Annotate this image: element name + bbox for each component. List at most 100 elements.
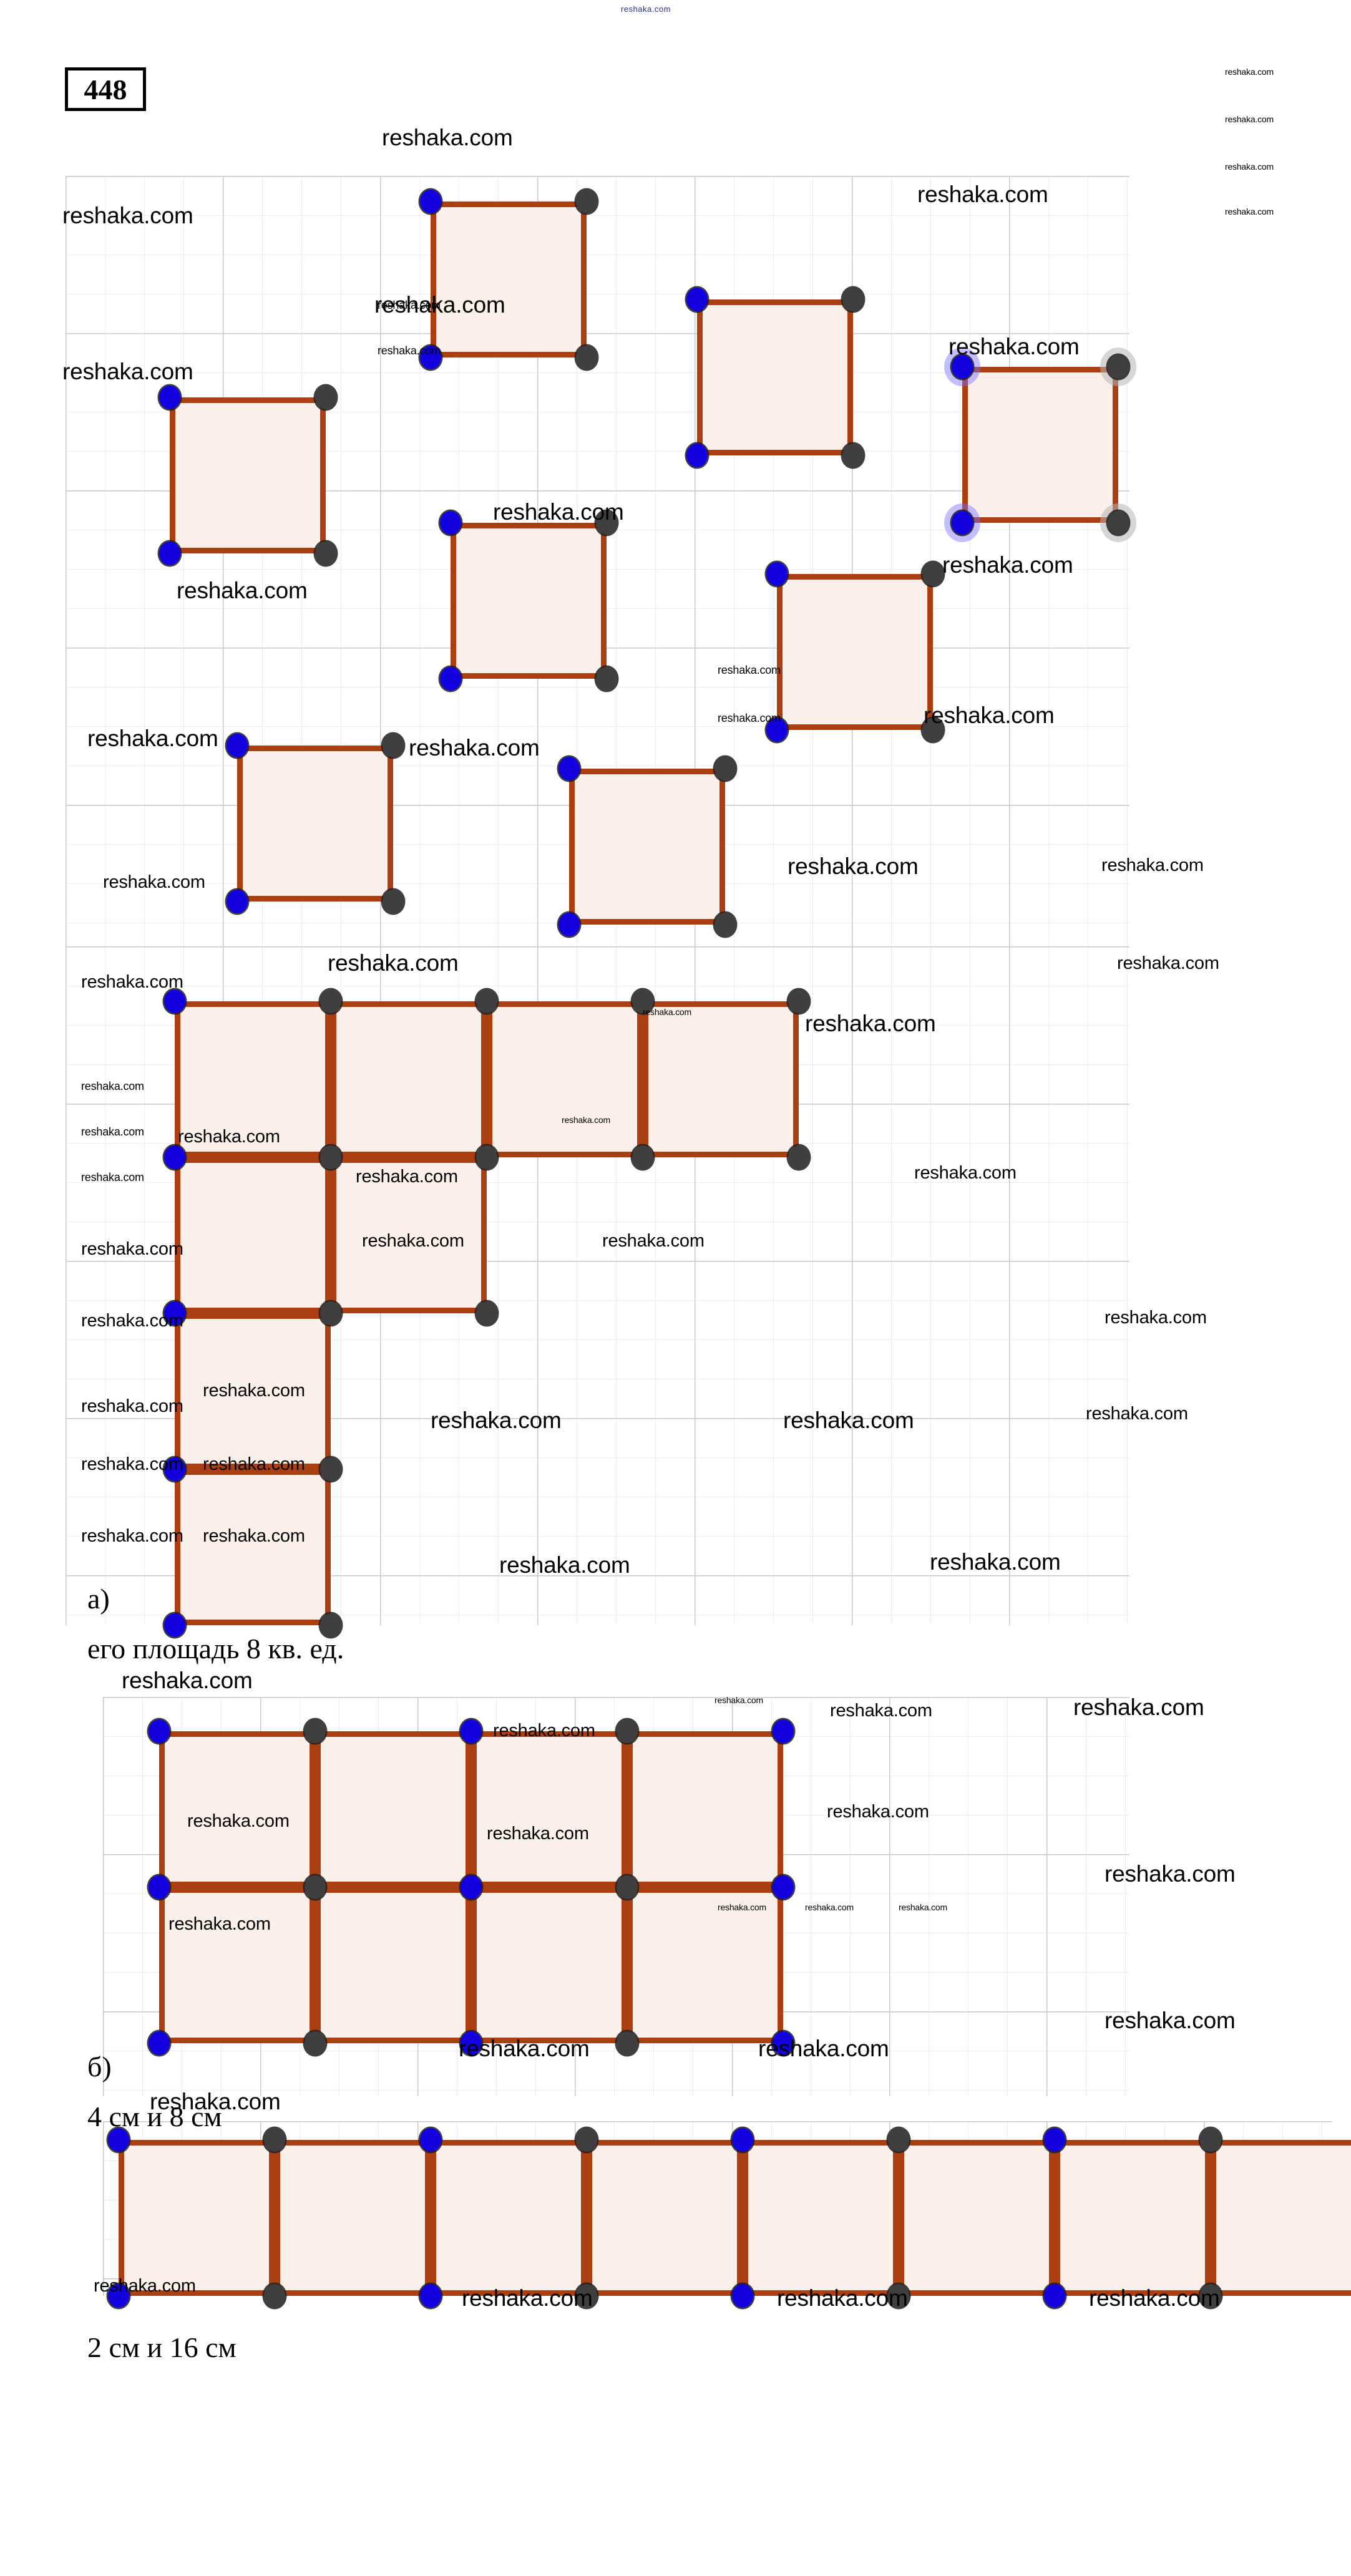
unit-square[interactable] <box>170 397 326 553</box>
vertex-dot-gray[interactable] <box>788 989 809 1013</box>
vertex-dot-blue[interactable] <box>952 355 973 379</box>
unit-square[interactable] <box>451 523 607 679</box>
vertex-dot-blue[interactable] <box>420 190 441 213</box>
vertex-dot-gray[interactable] <box>576 346 597 369</box>
vertex-dot-blue[interactable] <box>159 542 180 565</box>
unit-square[interactable] <box>569 769 725 925</box>
vertex-dot-gray[interactable] <box>476 1301 497 1325</box>
vertex-dot-blue[interactable] <box>227 734 248 757</box>
unit-square[interactable] <box>331 1157 487 1313</box>
vertex-dot-gray[interactable] <box>788 1145 809 1169</box>
vertex-dot-gray[interactable] <box>715 757 736 780</box>
vertex-dot-gray[interactable] <box>632 989 653 1013</box>
vertex-dot-gray[interactable] <box>315 542 336 565</box>
vertex-dot-gray[interactable] <box>320 1145 341 1169</box>
vertex-dot-gray[interactable] <box>715 913 736 936</box>
vertex-dot-blue[interactable] <box>420 2284 441 2308</box>
unit-square[interactable] <box>175 1157 331 1313</box>
vertex-dot-gray[interactable] <box>315 386 336 409</box>
vertex-dot-blue[interactable] <box>164 1613 185 1637</box>
vertex-dot-gray[interactable] <box>617 1719 638 1743</box>
vertex-dot-blue[interactable] <box>440 511 461 535</box>
vertex-dot-gray[interactable] <box>264 2284 285 2308</box>
vertex-dot-blue[interactable] <box>766 718 788 742</box>
vertex-dot-blue[interactable] <box>773 2031 794 2055</box>
vertex-dot-blue[interactable] <box>1044 2128 1065 2152</box>
vertex-dot-blue[interactable] <box>686 444 708 467</box>
vertex-dot-blue[interactable] <box>686 288 708 311</box>
vertex-dot-blue[interactable] <box>149 1875 170 1899</box>
unit-square[interactable] <box>119 2140 275 2296</box>
unit-square[interactable] <box>1055 2140 1211 2296</box>
unit-square[interactable] <box>175 1001 331 1157</box>
vertex-dot-blue[interactable] <box>164 1301 185 1325</box>
vertex-dot-gray[interactable] <box>383 890 404 913</box>
vertex-dot-gray[interactable] <box>888 2128 909 2152</box>
unit-square[interactable] <box>962 367 1118 523</box>
vertex-dot-blue[interactable] <box>164 1457 185 1481</box>
unit-square[interactable] <box>175 1469 331 1625</box>
vertex-dot-blue[interactable] <box>732 2128 753 2152</box>
unit-square[interactable] <box>627 1887 783 2043</box>
vertex-dot-gray[interactable] <box>305 1719 326 1743</box>
vertex-dot-gray[interactable] <box>632 1145 653 1169</box>
vertex-dot-blue[interactable] <box>159 386 180 409</box>
unit-square[interactable] <box>471 1731 627 1887</box>
unit-square[interactable] <box>431 202 587 357</box>
vertex-dot-gray[interactable] <box>264 2128 285 2152</box>
unit-square[interactable] <box>431 2140 587 2296</box>
vertex-dot-gray[interactable] <box>476 1145 497 1169</box>
vertex-dot-gray[interactable] <box>320 1613 341 1637</box>
vertex-dot-blue[interactable] <box>440 667 461 691</box>
vertex-dot-gray[interactable] <box>842 444 864 467</box>
unit-square[interactable] <box>487 1001 643 1157</box>
vertex-dot-blue[interactable] <box>164 1145 185 1169</box>
unit-square[interactable] <box>1211 2140 1351 2296</box>
vertex-dot-blue[interactable] <box>773 1875 794 1899</box>
vertex-dot-gray[interactable] <box>320 1301 341 1325</box>
vertex-dot-blue[interactable] <box>108 2128 129 2152</box>
vertex-dot-blue[interactable] <box>227 890 248 913</box>
unit-square[interactable] <box>237 746 393 902</box>
vertex-dot-gray[interactable] <box>305 2031 326 2055</box>
vertex-dot-blue[interactable] <box>558 757 580 780</box>
vertex-dot-gray[interactable] <box>320 1457 341 1481</box>
vertex-dot-gray[interactable] <box>1200 2284 1221 2308</box>
unit-square[interactable] <box>587 2140 743 2296</box>
vertex-dot-blue[interactable] <box>420 2128 441 2152</box>
vertex-dot-blue[interactable] <box>420 346 441 369</box>
unit-square[interactable] <box>275 2140 431 2296</box>
unit-square[interactable] <box>315 1731 471 1887</box>
vertex-dot-gray[interactable] <box>922 562 944 586</box>
vertex-dot-blue[interactable] <box>558 913 580 936</box>
unit-square[interactable] <box>643 1001 799 1157</box>
vertex-dot-blue[interactable] <box>1044 2284 1065 2308</box>
vertex-dot-gray[interactable] <box>596 667 617 691</box>
unit-square[interactable] <box>777 574 933 730</box>
vertex-dot-gray[interactable] <box>922 718 944 742</box>
unit-square[interactable] <box>331 1001 487 1157</box>
vertex-dot-blue[interactable] <box>766 562 788 586</box>
unit-square[interactable] <box>175 1313 331 1469</box>
vertex-dot-gray[interactable] <box>596 511 617 535</box>
vertex-dot-blue[interactable] <box>461 1719 482 1743</box>
vertex-dot-gray[interactable] <box>383 734 404 757</box>
vertex-dot-gray[interactable] <box>1108 511 1129 535</box>
unit-square[interactable] <box>159 1887 315 2043</box>
unit-square[interactable] <box>743 2140 899 2296</box>
unit-square[interactable] <box>697 299 853 455</box>
vertex-dot-gray[interactable] <box>888 2284 909 2308</box>
vertex-dot-blue[interactable] <box>164 989 185 1013</box>
unit-square[interactable] <box>315 1887 471 2043</box>
vertex-dot-blue[interactable] <box>149 1719 170 1743</box>
vertex-dot-blue[interactable] <box>773 1719 794 1743</box>
vertex-dot-gray[interactable] <box>1200 2128 1221 2152</box>
vertex-dot-blue[interactable] <box>732 2284 753 2308</box>
vertex-dot-blue[interactable] <box>461 2031 482 2055</box>
vertex-dot-gray[interactable] <box>617 1875 638 1899</box>
vertex-dot-gray[interactable] <box>576 2128 597 2152</box>
unit-square[interactable] <box>899 2140 1055 2296</box>
vertex-dot-blue[interactable] <box>108 2284 129 2308</box>
vertex-dot-blue[interactable] <box>149 2031 170 2055</box>
unit-square[interactable] <box>159 1731 315 1887</box>
